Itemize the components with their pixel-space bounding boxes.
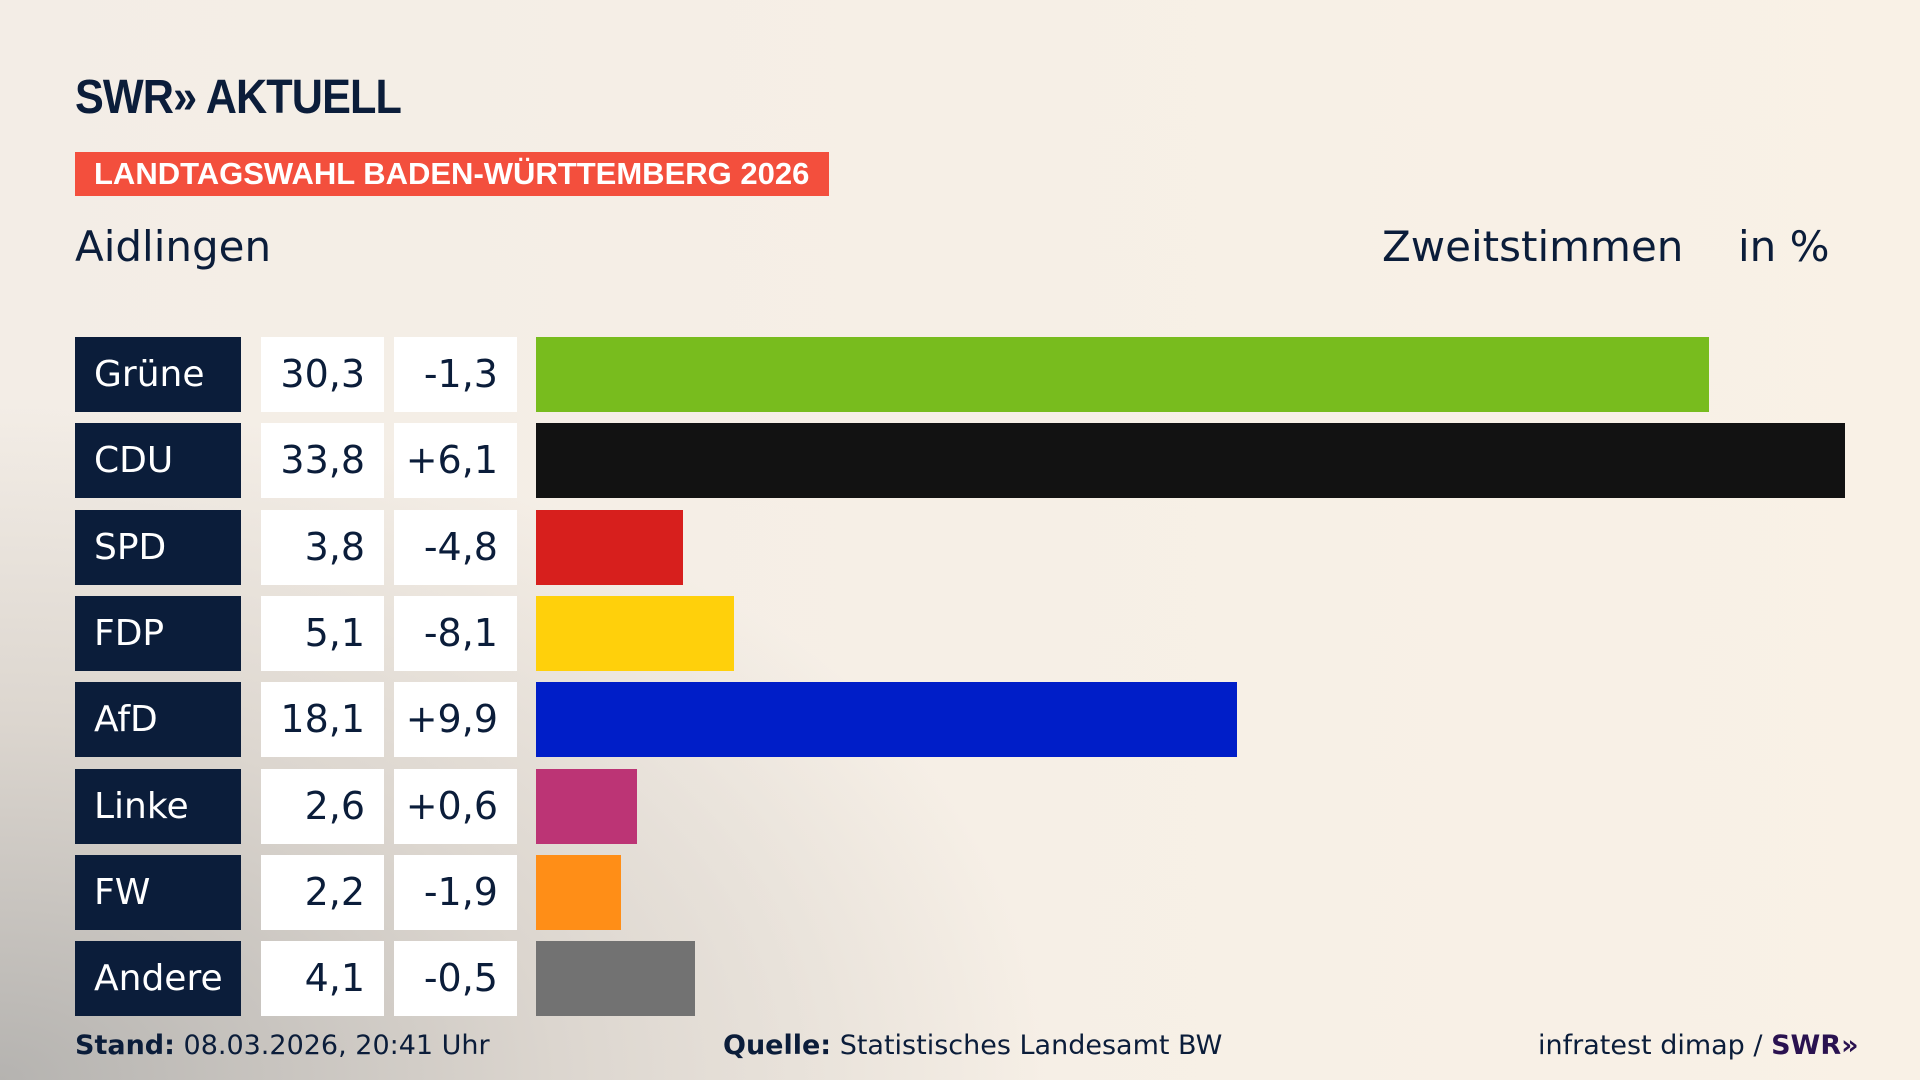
diff-label: -1,3 <box>394 337 517 412</box>
party-label: FW <box>75 854 241 930</box>
diff-label: +9,9 <box>394 682 517 758</box>
value-label: 5,1 <box>261 595 384 671</box>
credit: infratest dimap / SWR» <box>1538 1030 1859 1061</box>
party-label: Grüne <box>75 337 241 412</box>
party-label: AfD <box>75 682 241 758</box>
bar <box>536 337 1710 412</box>
diff-label: -4,8 <box>394 509 517 585</box>
bar <box>536 595 734 671</box>
diff-label: -8,1 <box>394 595 517 671</box>
value-label: 4,1 <box>261 941 384 1017</box>
bar <box>536 768 637 844</box>
value-label: 2,6 <box>261 768 384 844</box>
credit-text: infratest dimap / <box>1538 1030 1763 1061</box>
bar <box>536 941 695 1017</box>
diff-label: +6,1 <box>394 423 517 499</box>
stand-label: Stand: <box>75 1030 175 1061</box>
value-label: 3,8 <box>261 509 384 585</box>
swr-logo: SWR» <box>1771 1030 1859 1061</box>
metric-label: Zweitstimmen <box>1382 222 1684 271</box>
value-label: 33,8 <box>261 423 384 499</box>
bar-row: FW 2,2 -1,9 <box>0 854 1920 930</box>
party-label: FDP <box>75 595 241 671</box>
election-title-band: LANDTAGSWAHL BADEN-WÜRTTEMBERG 2026 <box>75 152 829 196</box>
bar-row: SPD 3,8 -4,8 <box>0 509 1920 585</box>
diff-label: +0,6 <box>394 768 517 844</box>
bar-row: Andere 4,1 -0,5 <box>0 941 1920 1017</box>
bar <box>536 854 622 930</box>
value-label: 18,1 <box>261 682 384 758</box>
diff-label: -1,9 <box>394 854 517 930</box>
bar <box>536 509 684 585</box>
party-label: SPD <box>75 509 241 585</box>
value-label: 2,2 <box>261 854 384 930</box>
bar-row: CDU 33,8 +6,1 <box>0 423 1920 499</box>
diff-label: -0,5 <box>394 941 517 1017</box>
bar <box>536 423 1845 499</box>
value-label: 30,3 <box>261 337 384 412</box>
bar <box>536 682 1237 758</box>
source-value: Statistisches Landesamt BW <box>839 1030 1223 1061</box>
party-label: CDU <box>75 423 241 499</box>
source: Quelle: Statistisches Landesamt BW <box>723 1030 1222 1061</box>
bar-row: AfD 18,1 +9,9 <box>0 682 1920 758</box>
unit-label: in % <box>1738 222 1830 271</box>
place-title: Aidlingen <box>75 222 272 271</box>
bar-row: FDP 5,1 -8,1 <box>0 595 1920 671</box>
bar-row: Linke 2,6 +0,6 <box>0 768 1920 844</box>
bar-row: Grüne 30,3 -1,3 <box>0 337 1920 412</box>
party-label: Andere <box>75 941 241 1017</box>
swr-aktuell-logo: SWR» AKTUELL <box>75 71 402 124</box>
source-label: Quelle: <box>723 1030 832 1061</box>
stand-value: 08.03.2026, 20:41 Uhr <box>183 1030 490 1061</box>
timestamp: Stand: 08.03.2026, 20:41 Uhr <box>75 1030 490 1061</box>
party-label: Linke <box>75 768 241 844</box>
